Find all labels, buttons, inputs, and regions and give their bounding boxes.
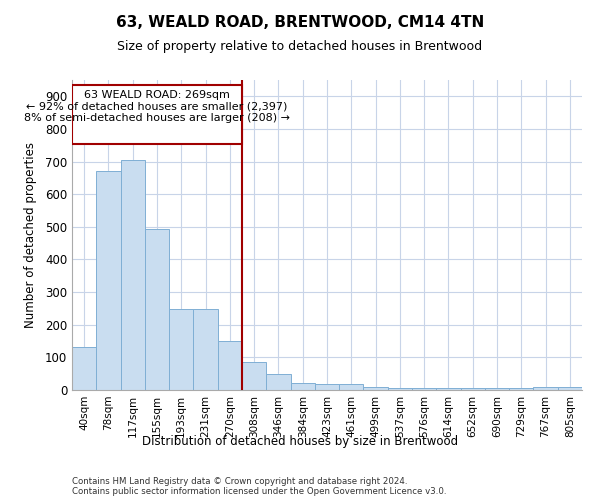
Y-axis label: Number of detached properties: Number of detached properties [23,142,37,328]
Bar [193,309,218,390]
Bar [558,388,582,390]
Text: 63, WEALD ROAD, BRENTWOOD, CM14 4TN: 63, WEALD ROAD, BRENTWOOD, CM14 4TN [116,15,484,30]
Bar [533,388,558,390]
Bar [339,384,364,390]
FancyBboxPatch shape [72,85,242,144]
Bar [388,388,412,390]
Bar [315,384,339,390]
Bar [96,172,121,390]
Bar [218,341,242,390]
Text: Contains HM Land Registry data © Crown copyright and database right 2024.: Contains HM Land Registry data © Crown c… [72,478,407,486]
Bar [412,388,436,390]
Text: Contains public sector information licensed under the Open Government Licence v3: Contains public sector information licen… [72,488,446,496]
Bar [242,362,266,390]
Text: ← 92% of detached houses are smaller (2,397): ← 92% of detached houses are smaller (2,… [26,101,287,111]
Text: 8% of semi-detached houses are larger (208) →: 8% of semi-detached houses are larger (2… [24,112,290,122]
Bar [436,388,461,390]
Bar [72,347,96,390]
Bar [485,388,509,390]
Text: Size of property relative to detached houses in Brentwood: Size of property relative to detached ho… [118,40,482,53]
Bar [266,374,290,390]
Bar [290,383,315,390]
Bar [364,386,388,390]
Bar [121,160,145,390]
Bar [169,308,193,390]
Bar [509,388,533,390]
Bar [145,229,169,390]
Bar [461,388,485,390]
Text: Distribution of detached houses by size in Brentwood: Distribution of detached houses by size … [142,435,458,448]
Text: 63 WEALD ROAD: 269sqm: 63 WEALD ROAD: 269sqm [84,90,230,100]
